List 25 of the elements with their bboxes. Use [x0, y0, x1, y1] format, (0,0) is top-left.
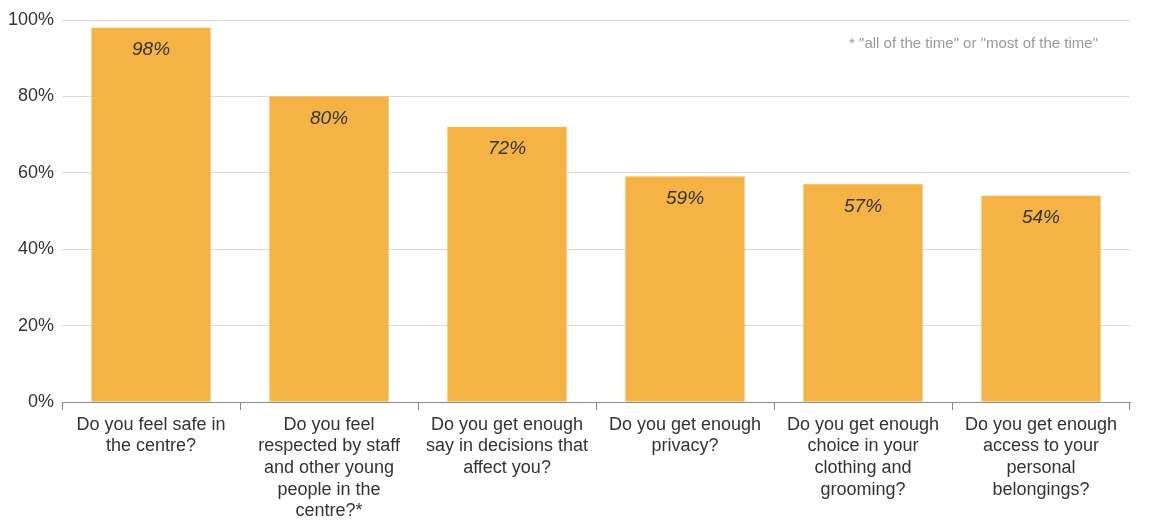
bar [91, 27, 211, 402]
x-tick-label: Do you feel safe in the centre? [76, 413, 226, 456]
annotation: * "all of the time" or "most of the time" [849, 34, 1098, 52]
bar [981, 195, 1101, 402]
y-tick-label: 60% [18, 161, 55, 182]
data-label: 98% [132, 37, 171, 59]
y-tick-label: 80% [18, 85, 55, 106]
x-tick-label: Do you get enough privacy? [608, 413, 762, 456]
y-tick-label: 100% [7, 8, 55, 29]
data-label: 57% [843, 194, 883, 216]
x-tick-label: Do you get enough choice in your clothing and grooming? [786, 413, 940, 499]
x-tick-label: Do you get enough say in decisions that affect you? [425, 413, 589, 477]
data-label: 59% [666, 186, 705, 208]
data-label: 80% [310, 106, 349, 128]
bar [803, 184, 923, 402]
y-tick-label: 40% [18, 238, 55, 259]
data-label: 54% [1021, 206, 1061, 227]
y-tick-label: 0% [28, 390, 55, 411]
bar [447, 126, 567, 402]
bar [625, 176, 745, 402]
bar [269, 96, 389, 402]
x-tick-label: Do you feel respected by staff and other young people in the centre?* [258, 413, 401, 521]
data-label: 72% [488, 137, 527, 159]
x-tick-label: Do you get enough access to your personal belongings? [964, 413, 1118, 499]
y-tick-label: 20% [18, 314, 55, 335]
